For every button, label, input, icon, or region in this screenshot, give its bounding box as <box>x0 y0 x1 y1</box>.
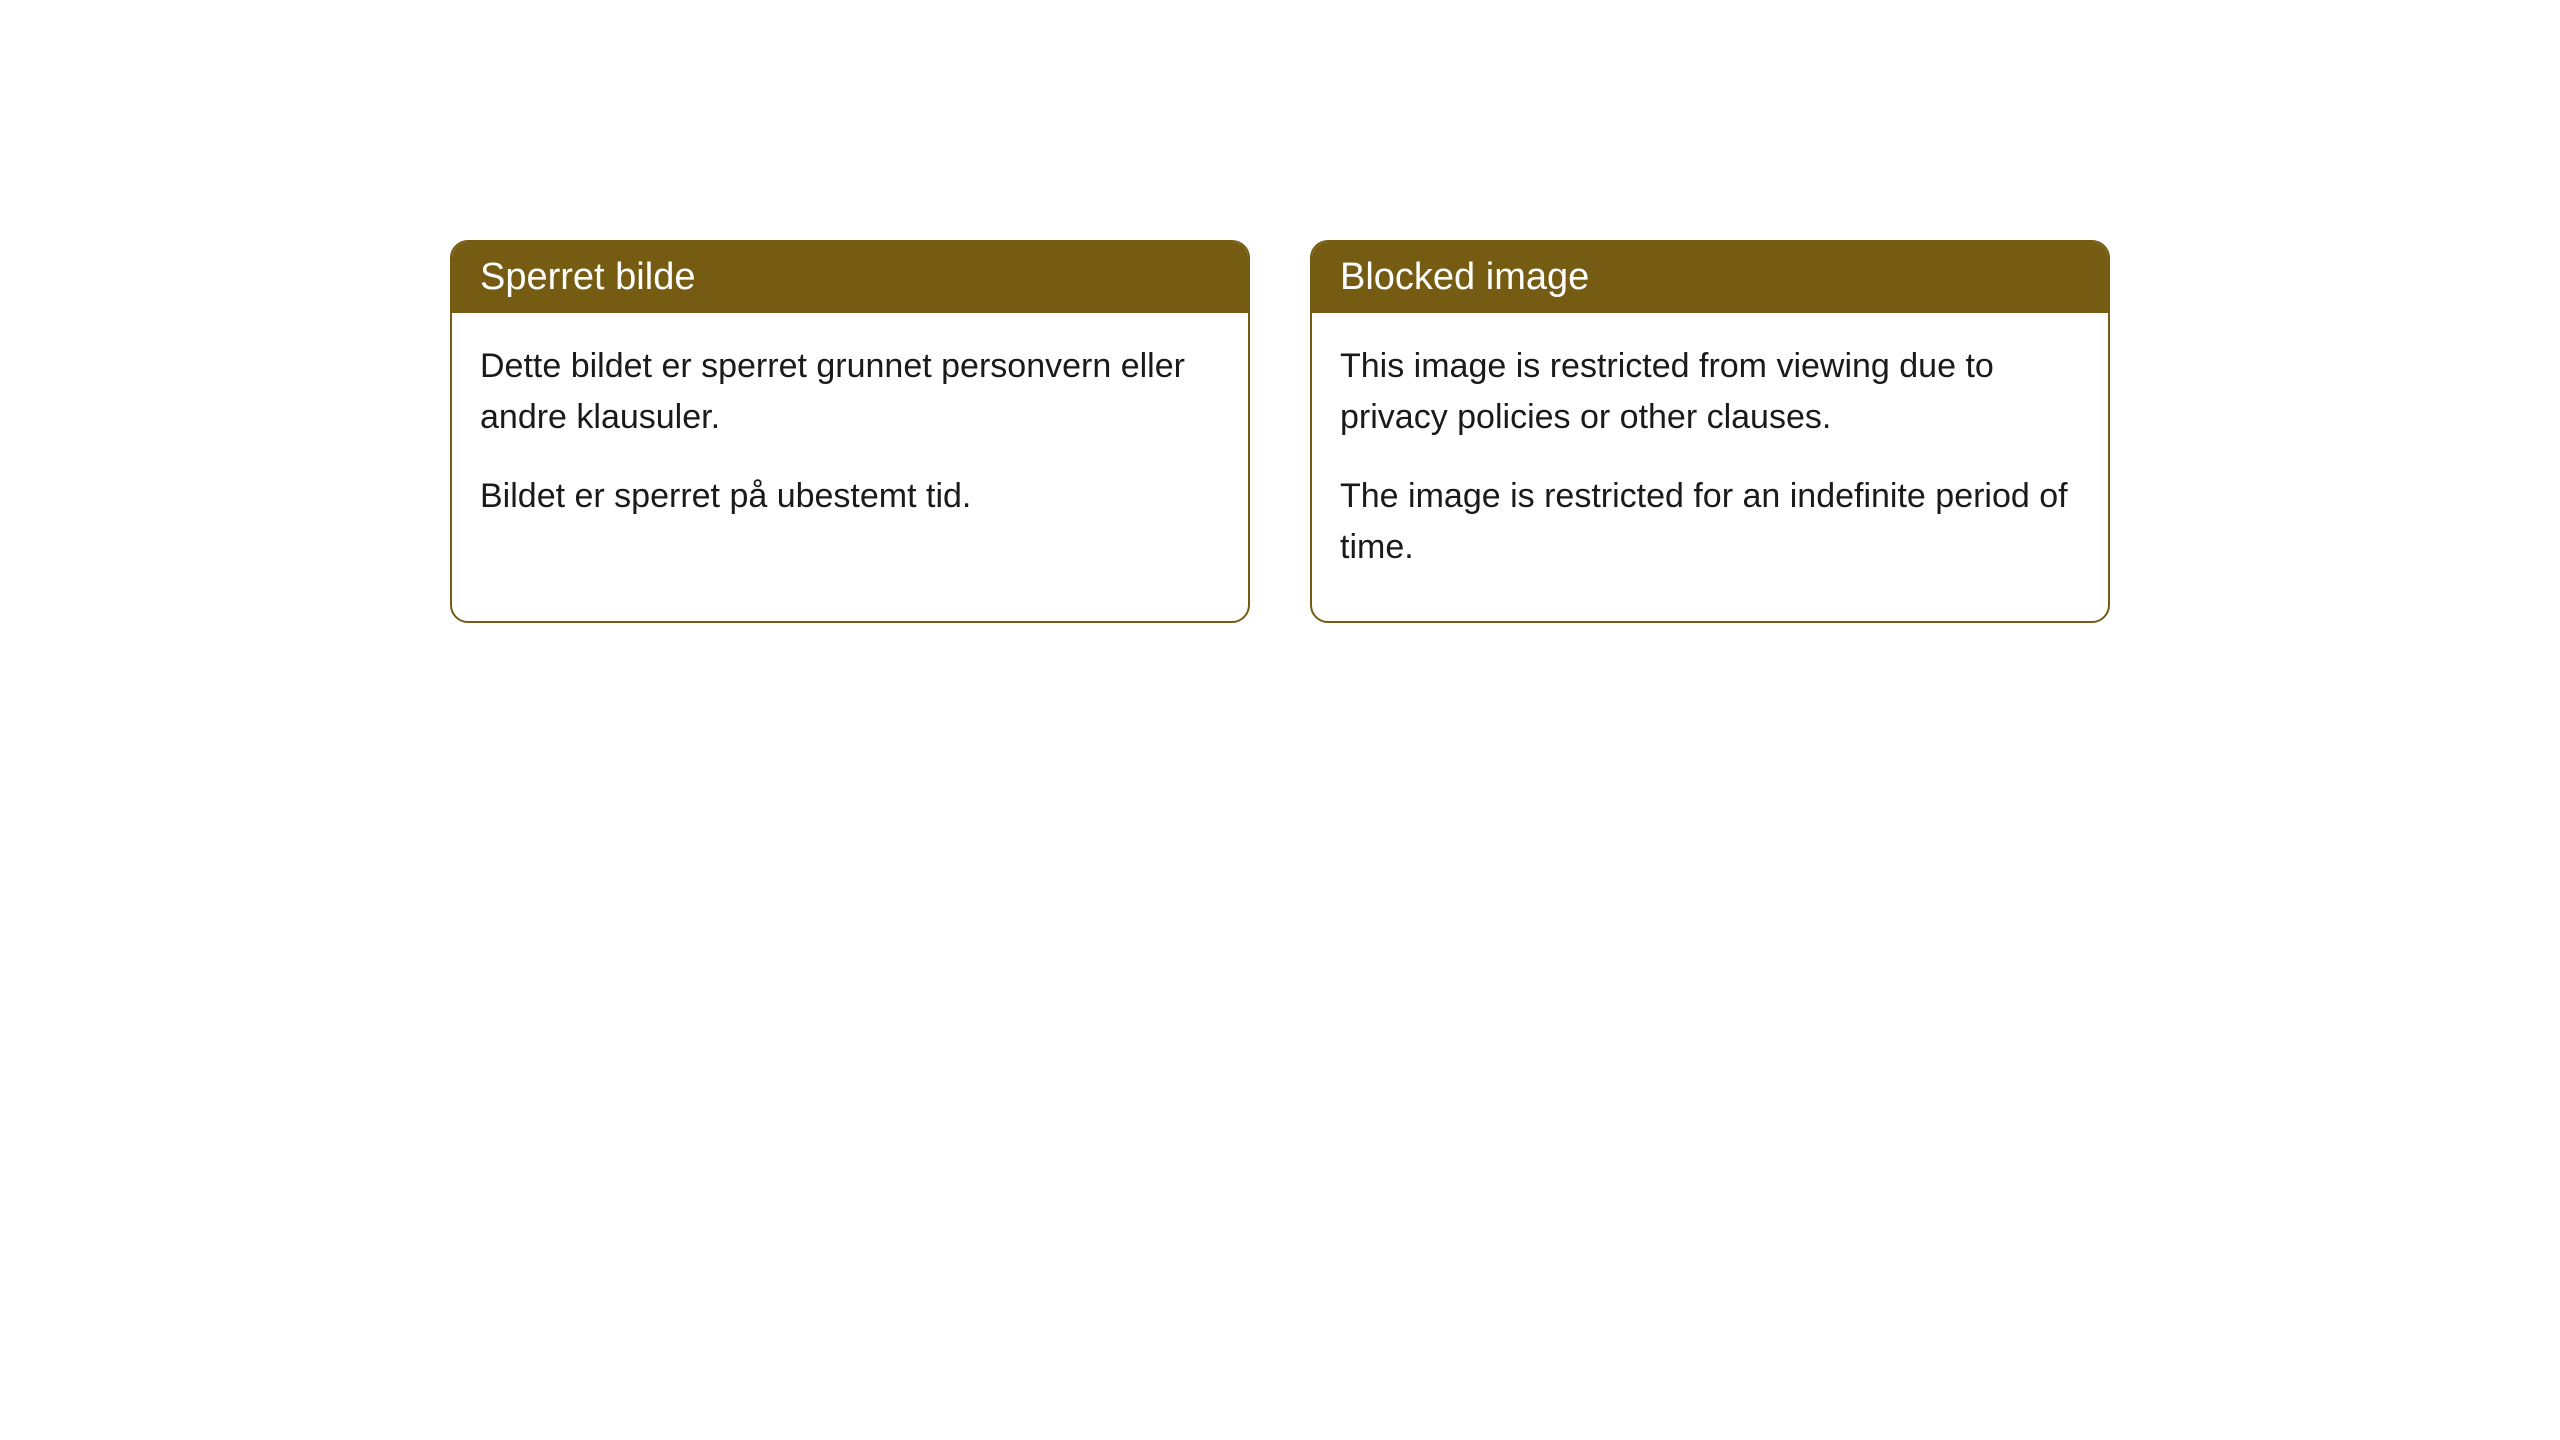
card-paragraph: This image is restricted from viewing du… <box>1340 341 2080 443</box>
card-body: Dette bildet er sperret grunnet personve… <box>452 313 1248 570</box>
card-paragraph: Dette bildet er sperret grunnet personve… <box>480 341 1220 443</box>
card-header: Sperret bilde <box>452 242 1248 313</box>
notice-card-norwegian: Sperret bilde Dette bildet er sperret gr… <box>450 240 1250 623</box>
notice-cards-container: Sperret bilde Dette bildet er sperret gr… <box>450 240 2560 623</box>
notice-card-english: Blocked image This image is restricted f… <box>1310 240 2110 623</box>
card-header: Blocked image <box>1312 242 2108 313</box>
card-paragraph: Bildet er sperret på ubestemt tid. <box>480 471 1220 522</box>
card-paragraph: The image is restricted for an indefinit… <box>1340 471 2080 573</box>
card-body: This image is restricted from viewing du… <box>1312 313 2108 621</box>
